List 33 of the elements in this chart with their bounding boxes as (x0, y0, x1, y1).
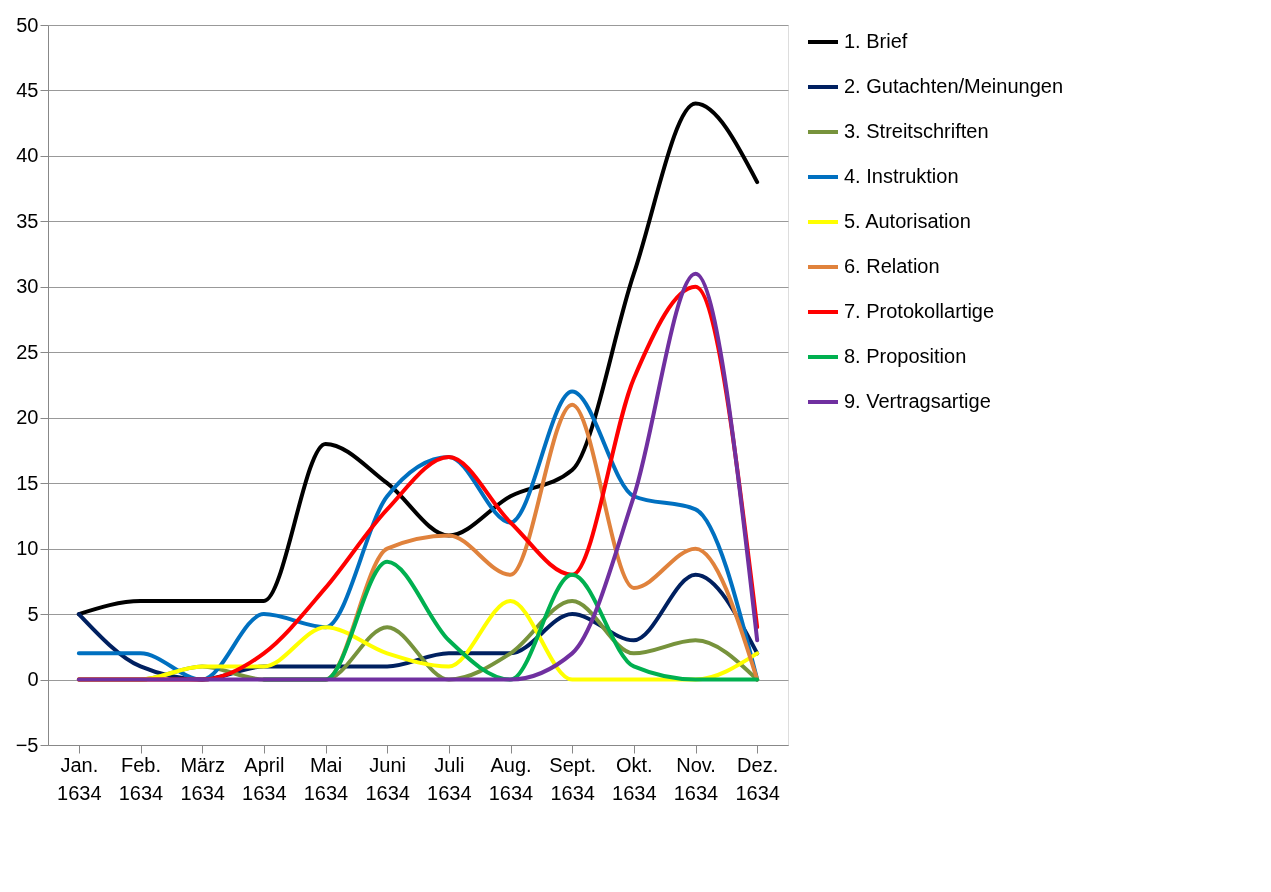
legend-label: 8. Proposition (844, 345, 967, 367)
x-tick-label: Dez. 1634 (735, 753, 780, 804)
x-tick-label: Nov. 1634 (673, 753, 719, 804)
x-tick-label: Mai 1634 (303, 753, 349, 804)
legend-label: 4. Instruktion (844, 165, 959, 187)
x-tick-label: Aug. 1634 (488, 753, 534, 804)
y-tick-label: 50 (16, 13, 39, 36)
legend-label: 3. Streitschriften (844, 120, 989, 142)
y-tick-label: 45 (16, 78, 39, 101)
legend-label: 2. Gutachten/Meinungen (844, 75, 1064, 97)
y-tick-label: −5 (15, 733, 39, 756)
x-tick-label: März 1634 (180, 753, 225, 804)
legend-label: 6. Relation (844, 255, 940, 277)
x-tick-label: Juni 1634 (365, 753, 410, 804)
y-tick-label: 30 (16, 275, 39, 298)
x-tick-label: April 1634 (242, 753, 287, 804)
x-tick-label: Okt. 1634 (612, 753, 657, 804)
x-tick-label: Juli 1634 (427, 753, 472, 804)
y-tick-label: 10 (16, 537, 39, 560)
x-tick-label: Jan. 1634 (57, 753, 102, 804)
y-tick-label: 0 (27, 668, 39, 691)
legend-label: 7. Protokollartige (844, 300, 995, 322)
x-tick-label: Feb. 1634 (118, 753, 164, 804)
y-tick-label: 40 (16, 144, 39, 167)
x-tick-label: Sept. 1634 (549, 753, 597, 804)
legend-label: 1. Brief (844, 30, 908, 52)
y-tick-label: 5 (27, 602, 39, 625)
y-tick-label: 35 (16, 209, 39, 232)
y-tick-label: 20 (16, 406, 39, 429)
y-tick-label: 25 (16, 340, 39, 363)
legend-label: 5. Autorisation (844, 210, 971, 232)
legend-label: 9. Vertragsartige (844, 390, 991, 412)
y-tick-label: 15 (16, 471, 39, 494)
